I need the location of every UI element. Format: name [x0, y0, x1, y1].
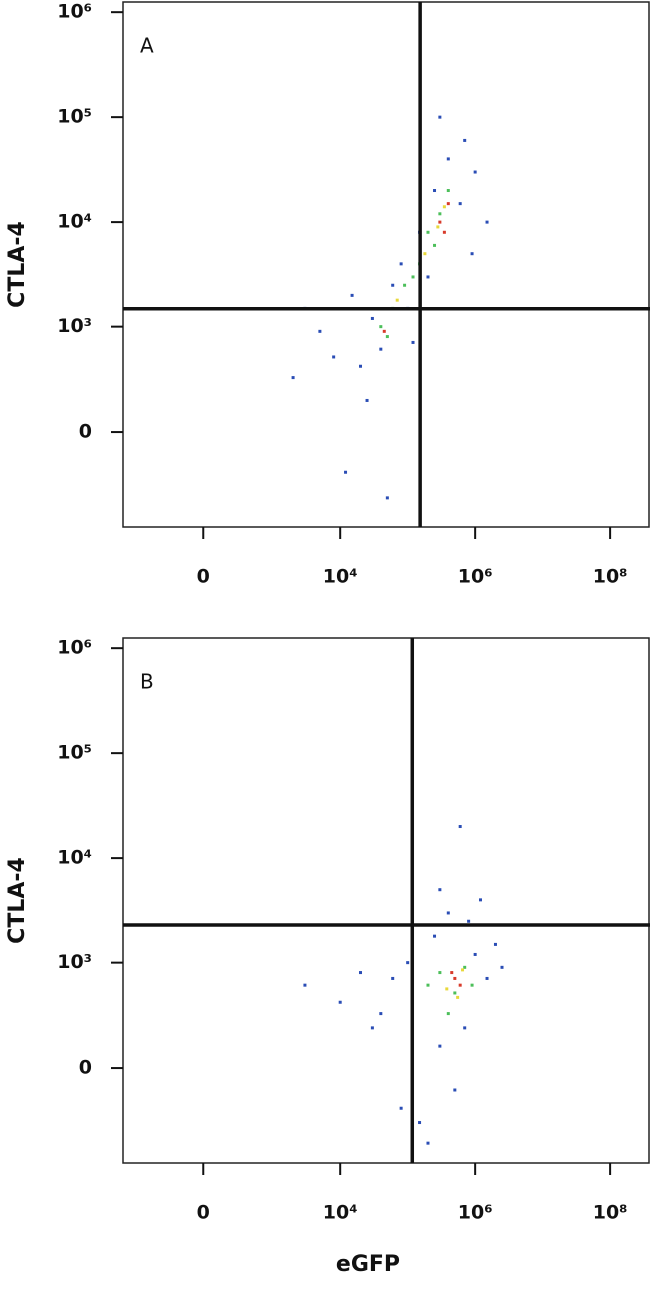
point	[433, 243, 437, 247]
point	[467, 919, 471, 923]
point	[406, 961, 410, 965]
point	[332, 355, 336, 359]
point	[446, 1012, 450, 1016]
point	[473, 170, 477, 174]
point	[426, 230, 430, 234]
y-tick-label: 10³	[57, 315, 92, 337]
point	[456, 995, 460, 999]
point	[470, 252, 474, 256]
point	[450, 971, 454, 975]
x-tick-label: 0	[197, 1202, 210, 1224]
point	[438, 971, 442, 975]
point	[463, 1026, 467, 1030]
point	[478, 898, 482, 902]
point	[458, 825, 462, 829]
y-tick-label: 0	[79, 421, 92, 443]
x-tick-label: 10⁶	[458, 566, 493, 588]
plot-frame	[122, 1, 650, 528]
point	[344, 470, 348, 474]
point	[436, 225, 440, 229]
point	[359, 364, 363, 368]
point	[426, 275, 430, 279]
point	[485, 220, 489, 224]
point	[453, 1088, 457, 1092]
x-tick-label: 10⁶	[458, 1202, 493, 1224]
point	[370, 316, 374, 320]
point	[438, 220, 442, 224]
point	[438, 212, 442, 216]
point	[350, 293, 354, 297]
x-tick-label: 0	[197, 566, 210, 588]
point	[338, 1000, 342, 1004]
point	[411, 340, 415, 344]
point	[359, 971, 363, 975]
point	[461, 968, 465, 972]
point	[379, 1012, 383, 1016]
point	[446, 202, 450, 206]
point	[438, 888, 442, 892]
point	[458, 202, 462, 206]
point	[418, 1121, 422, 1125]
point	[423, 252, 427, 256]
point	[463, 965, 467, 969]
point	[438, 115, 442, 119]
point	[379, 325, 383, 329]
point	[445, 987, 449, 991]
point	[500, 965, 504, 969]
point	[446, 157, 450, 161]
point	[446, 911, 450, 915]
point	[385, 496, 389, 500]
point	[442, 205, 446, 209]
point	[473, 952, 477, 956]
point	[442, 230, 446, 234]
panel-label: A	[140, 34, 154, 58]
x-tick-label: 10⁴	[323, 566, 358, 588]
point	[453, 991, 457, 995]
y-tick-label: 10⁵	[57, 106, 92, 128]
x-tick-label: 10⁸	[593, 566, 628, 588]
y-tick-label: 10⁶	[57, 1, 92, 23]
point	[453, 976, 457, 980]
x-axis-label: eGFP	[336, 1252, 400, 1277]
point	[370, 1026, 374, 1030]
point	[438, 1044, 442, 1048]
point	[433, 189, 437, 193]
point	[303, 983, 307, 987]
point	[403, 283, 407, 287]
y-tick-label: 10⁶	[57, 637, 92, 659]
point	[399, 1106, 403, 1110]
point	[426, 1141, 430, 1145]
point	[391, 976, 395, 980]
y-tick-label: 10⁵	[57, 742, 92, 764]
point	[426, 983, 430, 987]
point	[493, 942, 497, 946]
x-tick-label: 10⁸	[593, 1202, 628, 1224]
point	[470, 983, 474, 987]
point	[433, 934, 437, 938]
y-tick-label: 10⁴	[57, 847, 92, 869]
point	[382, 329, 386, 333]
point	[395, 298, 399, 302]
point	[379, 347, 383, 351]
point	[399, 262, 403, 266]
y-tick-label: 10⁴	[57, 211, 92, 233]
plot-frame	[122, 637, 650, 1164]
x-tick-label: 10⁴	[323, 1202, 358, 1224]
point	[365, 398, 369, 402]
point	[318, 329, 322, 333]
y-axis-label: CTLA-4	[5, 857, 30, 944]
y-tick-label: 10³	[57, 951, 92, 973]
y-axis-label: CTLA-4	[5, 221, 30, 308]
point	[385, 335, 389, 339]
y-tick-label: 0	[79, 1057, 92, 1079]
point	[458, 983, 462, 987]
point	[485, 976, 489, 980]
point	[463, 138, 467, 142]
point	[291, 376, 295, 380]
panel-label: B	[140, 670, 154, 694]
point	[391, 283, 395, 287]
point	[411, 275, 415, 279]
point	[446, 189, 450, 193]
